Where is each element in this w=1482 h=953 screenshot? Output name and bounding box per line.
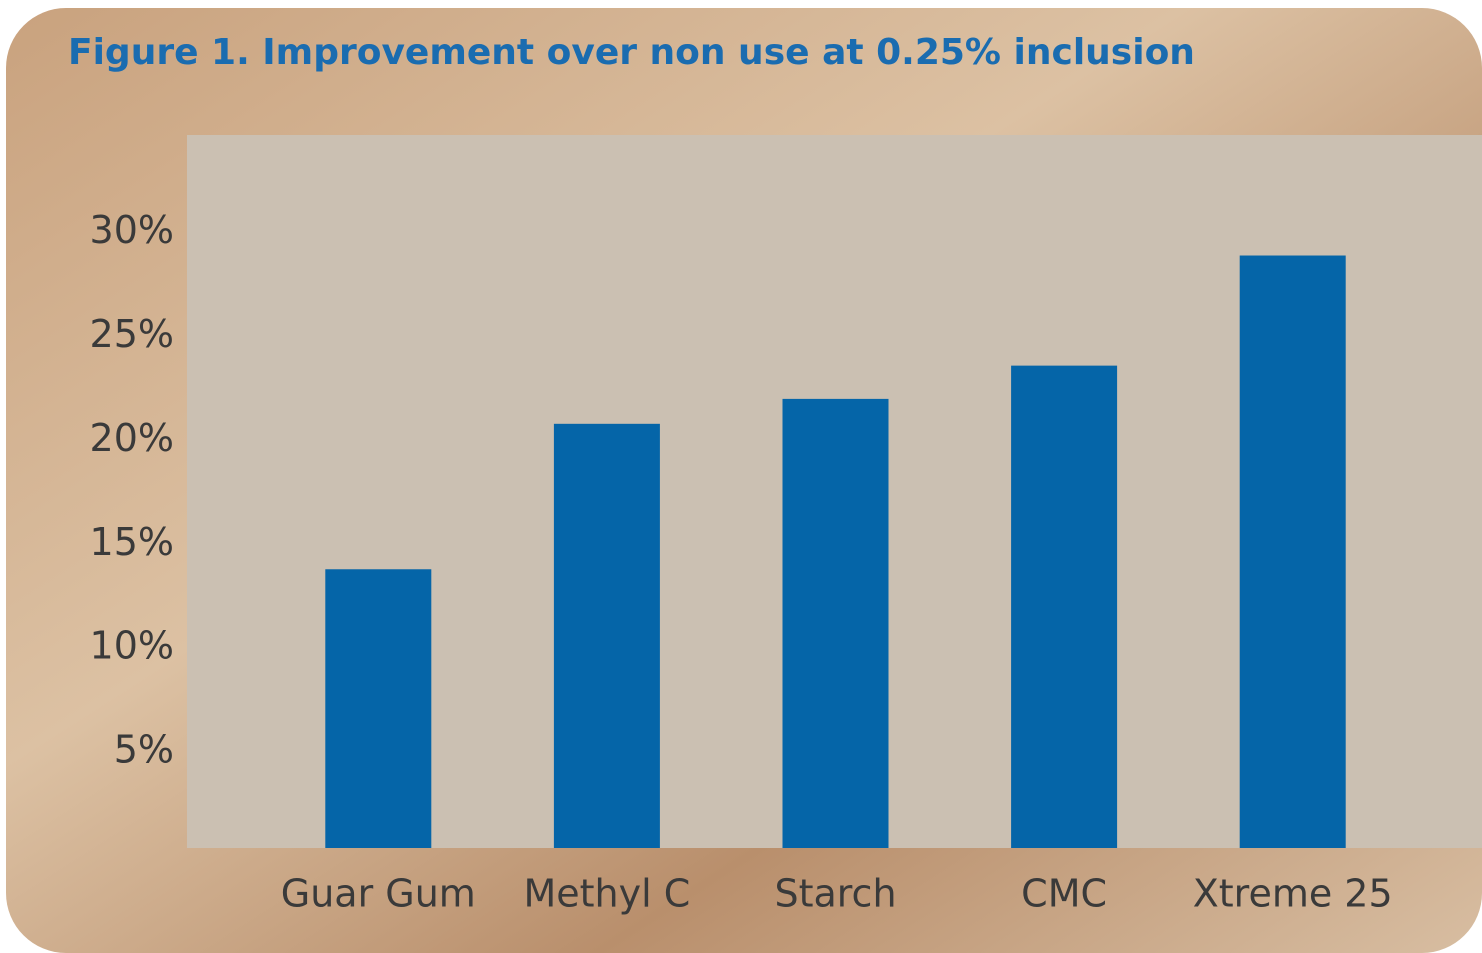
bar	[1239, 255, 1346, 849]
y-tick-label: 20%	[90, 416, 174, 460]
chart-title: Figure 1. Improvement over non use at 0.…	[68, 32, 1195, 73]
y-tick-label: 5%	[114, 728, 174, 772]
bar	[325, 569, 432, 848]
bar	[1011, 365, 1118, 848]
y-tick-label: 30%	[90, 208, 174, 252]
bar	[553, 423, 660, 848]
x-tick-label: Xtreme 25	[1193, 872, 1393, 916]
bar	[782, 398, 889, 848]
y-tick-label: 25%	[90, 312, 174, 356]
y-tick-label: 10%	[90, 624, 174, 668]
x-tick-label: Starch	[774, 872, 896, 916]
x-tick-label: Guar Gum	[281, 872, 476, 916]
x-tick-label: CMC	[1021, 872, 1107, 916]
y-tick-label: 15%	[90, 520, 174, 564]
x-tick-label: Methyl C	[523, 872, 690, 916]
